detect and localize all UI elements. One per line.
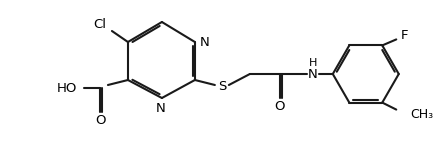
Text: O: O (275, 100, 285, 112)
Text: F: F (400, 29, 408, 42)
Text: H: H (308, 58, 317, 68)
Text: S: S (218, 81, 226, 93)
Text: Cl: Cl (93, 17, 106, 31)
Text: N: N (200, 36, 209, 48)
Text: O: O (95, 114, 106, 126)
Text: CH₃: CH₃ (410, 108, 433, 121)
Text: N: N (156, 102, 166, 115)
Text: HO: HO (57, 81, 77, 95)
Text: N: N (308, 67, 318, 81)
